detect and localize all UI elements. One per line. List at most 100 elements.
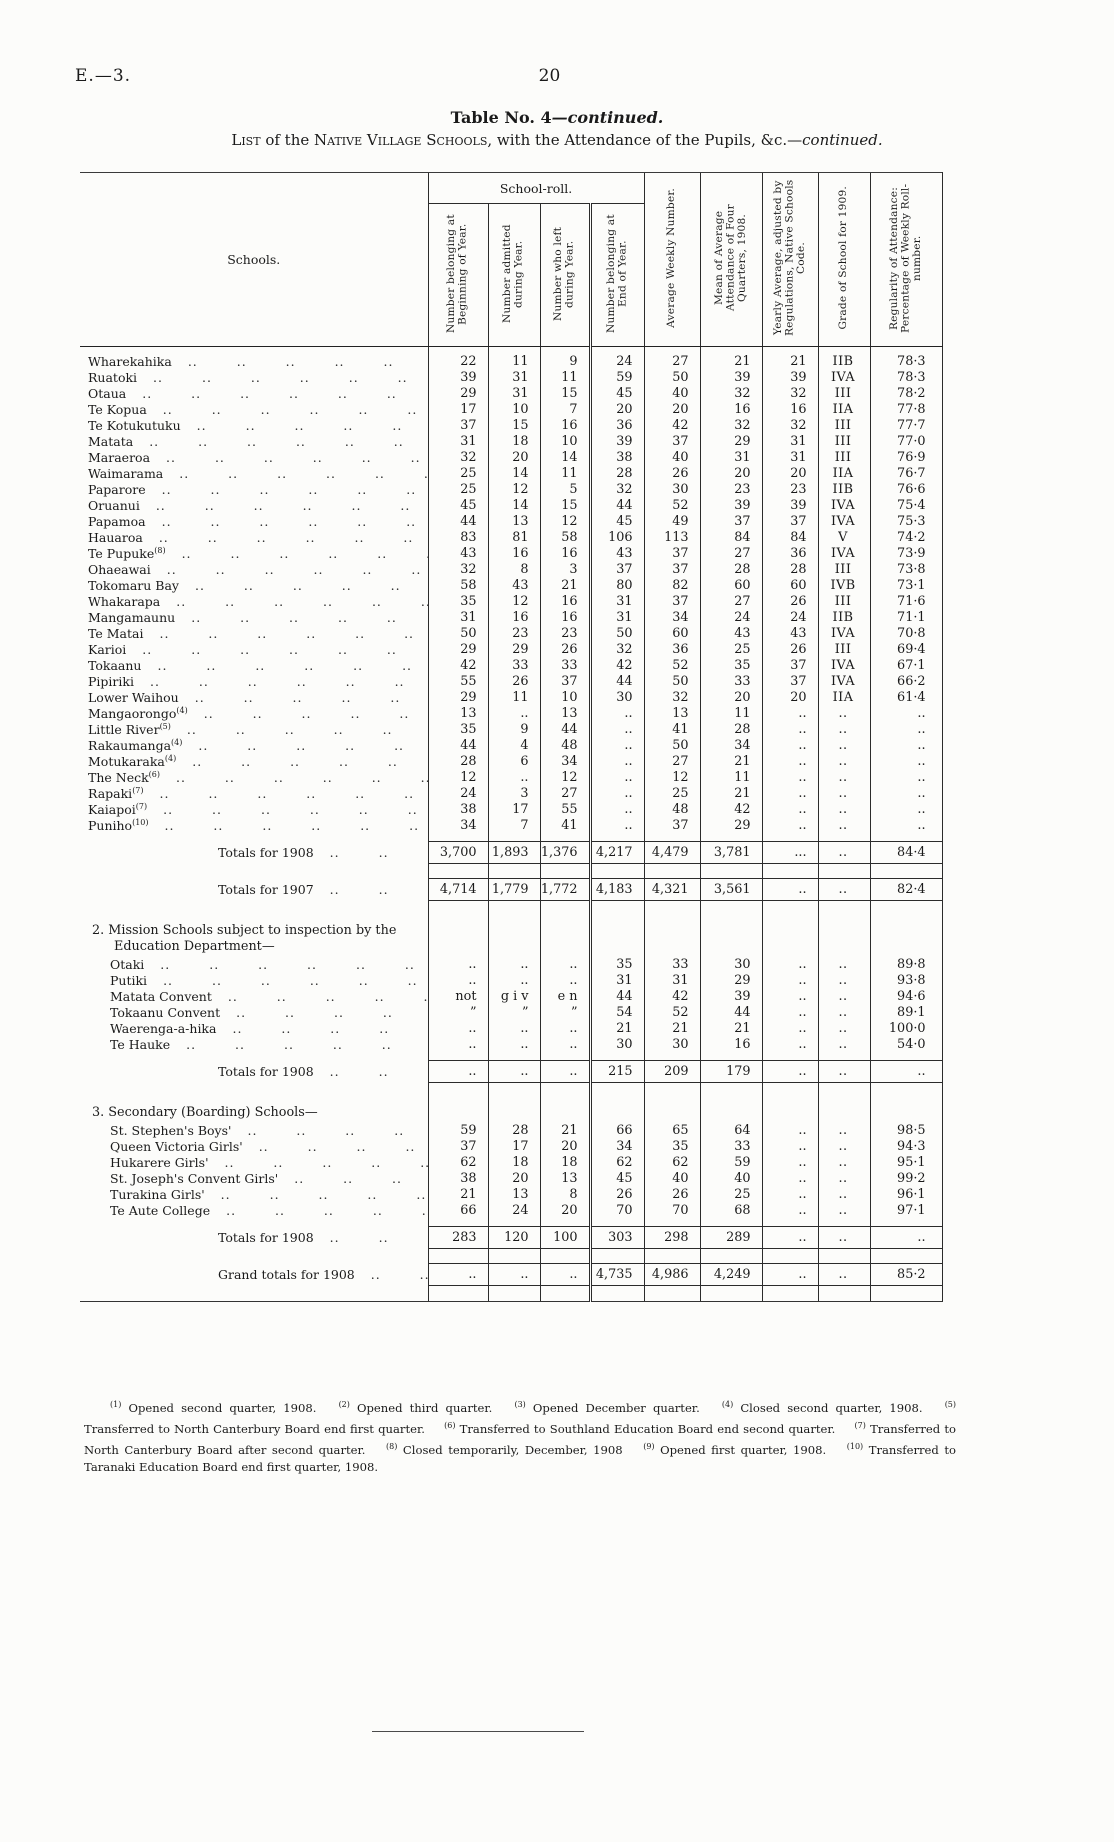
- total-value-cell: 4,249: [699, 1263, 763, 1286]
- school-name-cell: Mangamaunu: [80, 610, 428, 626]
- footnote-marker: (4): [176, 706, 188, 715]
- value-cell: 62: [427, 1155, 488, 1171]
- value-cell: 31: [427, 434, 488, 450]
- value-cell: 15: [487, 418, 540, 434]
- dot-leader: [160, 594, 427, 610]
- value-cell: 7: [487, 818, 540, 834]
- footnote: (7) Transferred to North Canterbury Boar…: [84, 1420, 957, 1457]
- value-cell: 44: [427, 514, 488, 530]
- school-name-cell: Hukarere Girls': [80, 1155, 428, 1171]
- spacer-row: [80, 1090, 943, 1103]
- dot-leader: [220, 1005, 427, 1021]
- value-cell: 26: [539, 642, 590, 658]
- value-cell: ..: [761, 770, 819, 786]
- value-cell: 70: [588, 1203, 645, 1219]
- total-value-cell: 1,779: [487, 878, 540, 901]
- empty-cell: [699, 921, 763, 957]
- value-cell: ..: [869, 706, 943, 722]
- table-row: Te Matai50232350604343IVA70·8: [80, 626, 943, 642]
- value-cell: 65: [643, 1123, 701, 1139]
- spacer-cell: [817, 1285, 871, 1293]
- spacer-cell: [80, 347, 428, 355]
- value-cell: ..: [588, 802, 645, 818]
- value-cell: 29: [699, 818, 763, 834]
- dot-leader: [170, 1037, 427, 1053]
- value-cell: ..: [869, 802, 943, 818]
- value-cell: 31: [588, 973, 645, 989]
- spacer-cell: [643, 1082, 701, 1090]
- value-cell: ..: [761, 1021, 819, 1037]
- spacer-row: [80, 1293, 943, 1302]
- value-cell: 94·6: [869, 989, 943, 1005]
- value-cell: 42: [643, 989, 701, 1005]
- value-cell: 25: [427, 466, 488, 482]
- value-cell: 31: [643, 973, 701, 989]
- total-value-cell: ..: [817, 1226, 871, 1249]
- school-name-cell: Oruanui: [80, 498, 428, 514]
- spacer-cell: [427, 1256, 488, 1264]
- value-cell: ..: [817, 1123, 871, 1139]
- table-row: Rakaumanga(4)44448..5034......: [80, 738, 943, 754]
- dot-leader: [141, 658, 427, 674]
- total-value-cell: 85·2: [869, 1263, 943, 1286]
- value-cell: 39: [699, 989, 763, 1005]
- value-cell: 66: [427, 1203, 488, 1219]
- section-heading-cell: 2. Mission Schools subject to inspection…: [80, 921, 428, 957]
- value-cell: 31: [487, 386, 540, 402]
- spacer-cell: [643, 1256, 701, 1264]
- value-cell: 18: [487, 1155, 540, 1171]
- value-cell: 77·7: [869, 418, 943, 434]
- value-cell: 4: [487, 738, 540, 754]
- empty-cell: [588, 1103, 645, 1123]
- spacer-cell: [427, 346, 488, 354]
- total-value-cell: 1,772: [539, 878, 590, 901]
- total-value-cell: 84·4: [869, 841, 943, 864]
- value-cell: 11: [539, 370, 590, 386]
- empty-cell: [699, 1103, 763, 1123]
- spacer-cell: [699, 1219, 763, 1227]
- value-cell: ..: [761, 1123, 819, 1139]
- value-cell: 32: [427, 562, 488, 578]
- table-row: Kaiapoi(7)381755..4842......: [80, 802, 943, 818]
- spacer-cell: [588, 1219, 645, 1227]
- value-cell: 50: [643, 674, 701, 690]
- value-cell: 75·4: [869, 498, 943, 514]
- table-row: Matata31181039372931III77·0: [80, 434, 943, 450]
- value-cell: 13: [539, 706, 590, 722]
- dot-leader: [210, 1203, 427, 1219]
- value-cell: 20: [539, 1139, 590, 1155]
- empty-cell: [643, 921, 701, 957]
- spacer-cell: [80, 1083, 428, 1091]
- spacer-cell: [487, 863, 540, 871]
- value-cell: 16: [699, 402, 763, 418]
- school-name: Waimarama: [88, 466, 164, 481]
- value-cell: 14: [539, 450, 590, 466]
- school-name: Hauaroa: [88, 530, 143, 545]
- subtitle-segment: Native Village Schools: [314, 131, 488, 149]
- value-cell: ..: [761, 1187, 819, 1203]
- value-cell: 39: [761, 370, 819, 386]
- spacer-cell: [80, 1219, 428, 1227]
- dot-leader: [216, 1021, 427, 1037]
- value-cell: 76·7: [869, 466, 943, 482]
- value-cell: IVA: [817, 546, 871, 562]
- dot-leader: [126, 642, 427, 658]
- value-cell: 39: [588, 434, 645, 450]
- value-cell: 59: [427, 1123, 488, 1139]
- value-cell: 34: [643, 610, 701, 626]
- totals-row: Totals for 1907 4,7141,7791,7724,1834,321…: [80, 878, 943, 901]
- value-cell: III: [817, 450, 871, 466]
- value-cell: 54: [588, 1005, 645, 1021]
- value-cell: 20: [588, 402, 645, 418]
- dot-leader: [133, 434, 427, 450]
- value-cell: 3: [539, 562, 590, 578]
- footnote: (2) Opened third quarter.: [338, 1400, 493, 1415]
- value-cell: 96·1: [869, 1187, 943, 1203]
- value-cell: 31: [761, 434, 819, 450]
- spacer-cell: [80, 834, 428, 842]
- value-cell: ..: [817, 786, 871, 802]
- spacer-cell: [588, 900, 645, 908]
- spacer-cell: [643, 1285, 701, 1293]
- value-cell: 78·3: [869, 370, 943, 386]
